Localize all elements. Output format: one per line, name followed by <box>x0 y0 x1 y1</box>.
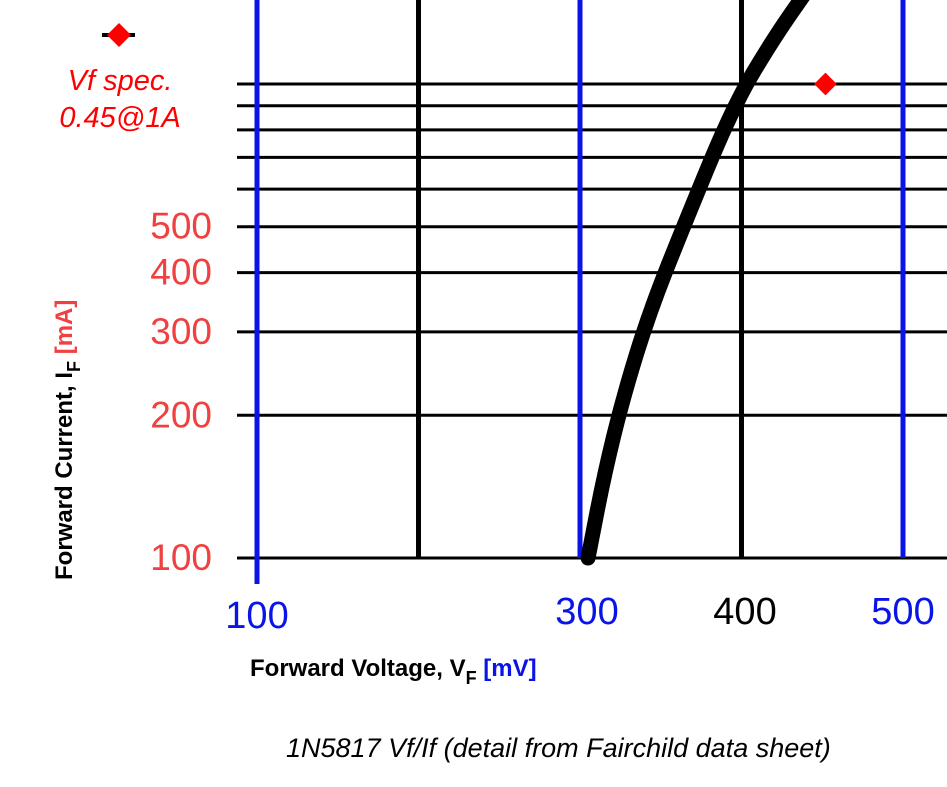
y-gridlines <box>237 82 947 560</box>
x-gridlines <box>254 0 906 584</box>
x-tick-labels: 100 300 400 500 <box>225 591 934 637</box>
markers <box>814 72 837 96</box>
y-axis-unit: [mA] <box>51 300 78 355</box>
legend-marker <box>106 22 132 48</box>
y-axis-spacer <box>51 354 78 361</box>
x-axis-label-subscript: F <box>466 668 477 688</box>
x-tick-label-300: 300 <box>555 591 618 633</box>
y-tick-label-100: 100 <box>150 537 212 578</box>
spec-marker-0 <box>814 72 837 96</box>
legend-label-line2: 0.45@1A <box>59 102 180 134</box>
y-tick-label-300: 300 <box>150 311 212 352</box>
x-tick-label-100: 100 <box>225 595 288 637</box>
legend-label-line1: Vf spec. <box>68 65 173 97</box>
y-tick-label-500: 500 <box>150 206 212 247</box>
caption: 1N5817 Vf/If (detail from Fairchild data… <box>286 733 831 763</box>
legend: Vf spec. 0.45@1A <box>59 22 181 134</box>
y-tick-label-200: 200 <box>150 394 212 435</box>
x-tick-label-500: 500 <box>871 591 934 633</box>
x-axis-unit: [mV] <box>483 655 536 682</box>
y-axis-title: Forward Current, IF [mA] <box>51 300 84 580</box>
y-axis-label-subscript: F <box>64 361 84 372</box>
x-axis-label: Forward Voltage, V <box>250 655 466 682</box>
y-axis-label: Forward Current, I <box>51 372 78 580</box>
x-axis-spacer <box>477 655 484 682</box>
y-tick-label-400: 400 <box>150 252 212 293</box>
x-tick-label-400: 400 <box>713 591 776 633</box>
y-tick-labels: 100 200 300 400 500 <box>150 206 212 578</box>
series-curve-0 <box>580 0 810 566</box>
series <box>580 0 810 566</box>
x-axis-title: Forward Voltage, VF [mV] <box>250 655 537 688</box>
